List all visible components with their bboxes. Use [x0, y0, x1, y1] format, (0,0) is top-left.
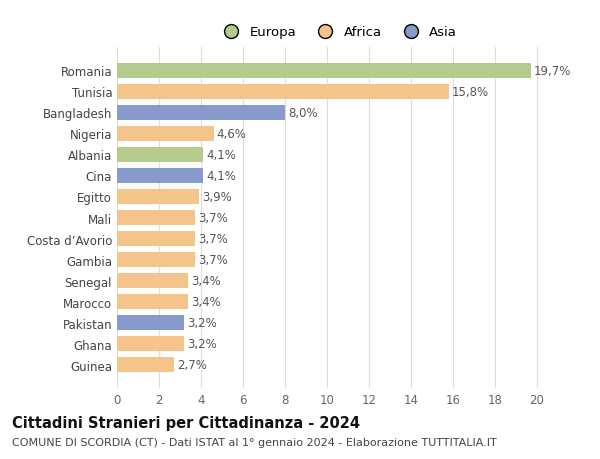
Text: 3,2%: 3,2% — [187, 337, 217, 350]
Text: 4,1%: 4,1% — [206, 169, 236, 183]
Text: 3,9%: 3,9% — [202, 190, 232, 203]
Bar — [117, 168, 203, 184]
Bar — [117, 106, 285, 121]
Bar — [117, 231, 195, 246]
Bar — [117, 294, 188, 309]
Text: 19,7%: 19,7% — [534, 65, 571, 78]
Bar — [117, 357, 174, 372]
Text: 3,7%: 3,7% — [198, 233, 227, 246]
Text: 3,7%: 3,7% — [198, 253, 227, 267]
Bar — [117, 84, 449, 100]
Text: 3,4%: 3,4% — [191, 274, 221, 287]
Text: 15,8%: 15,8% — [452, 86, 489, 99]
Text: 4,6%: 4,6% — [217, 128, 247, 140]
Bar — [117, 127, 214, 142]
Text: 4,1%: 4,1% — [206, 149, 236, 162]
Bar — [117, 190, 199, 205]
Bar — [117, 274, 188, 289]
Text: 3,7%: 3,7% — [198, 212, 227, 224]
Bar — [117, 315, 184, 330]
Text: Cittadini Stranieri per Cittadinanza - 2024: Cittadini Stranieri per Cittadinanza - 2… — [12, 415, 360, 431]
Text: 3,4%: 3,4% — [191, 296, 221, 308]
Text: 2,7%: 2,7% — [177, 358, 207, 371]
Bar — [117, 64, 531, 79]
Bar — [117, 252, 195, 268]
Bar — [117, 147, 203, 162]
Bar — [117, 336, 184, 352]
Text: 3,2%: 3,2% — [187, 316, 217, 330]
Bar — [117, 211, 195, 225]
Text: 8,0%: 8,0% — [288, 106, 318, 120]
Text: COMUNE DI SCORDIA (CT) - Dati ISTAT al 1° gennaio 2024 - Elaborazione TUTTITALIA: COMUNE DI SCORDIA (CT) - Dati ISTAT al 1… — [12, 437, 497, 447]
Legend: Europa, Africa, Asia: Europa, Africa, Asia — [212, 21, 463, 45]
